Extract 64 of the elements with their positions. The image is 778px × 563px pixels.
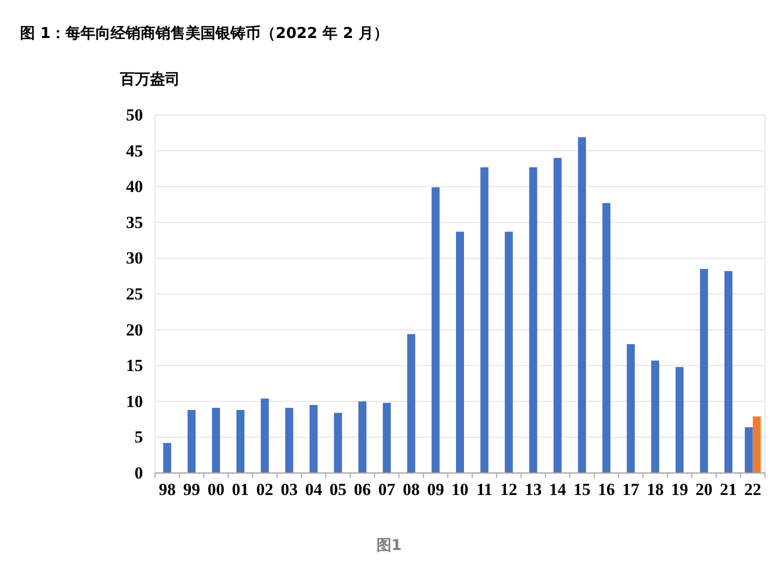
y-tick-label: 5 [134,428,143,447]
x-tick-label: 99 [183,480,200,499]
bar [358,401,366,473]
x-tick-label: 01 [232,480,249,499]
bar [554,158,562,473]
bar [724,271,732,473]
x-tick-label: 98 [158,480,176,499]
y-tick-label: 30 [126,248,143,268]
bar [188,410,196,473]
x-tick-label: 20 [696,480,712,499]
bar [163,442,172,473]
x-tick-label: 12 [500,480,518,499]
bar [676,367,684,473]
bar [212,408,220,473]
y-tick-label: 20 [126,320,143,340]
chart-title: 图 1：每年向经销商销售美国银铸币（2022 年 2 月） [20,24,389,42]
x-tick-label: 21 [720,480,737,499]
y-axis-title: 百万盎司 [119,70,180,88]
x-tick-label: 06 [354,480,371,499]
x-tick-label: 22 [744,480,762,499]
bar [310,404,318,473]
bar [529,167,538,473]
bar [382,402,391,473]
bar [578,137,586,473]
x-tick-label: 17 [622,480,640,499]
y-tick-label: 25 [126,284,143,304]
y-tick-label: 15 [126,356,143,376]
x-tick-label: 00 [208,480,224,499]
x-tick-label: 09 [427,480,444,499]
x-tick-label: 03 [280,480,298,499]
x-tick-label: 11 [476,480,492,499]
bar [700,268,708,473]
x-tick-label: 19 [671,480,688,499]
caption: 图1 [376,536,402,554]
y-tick-label: 45 [126,141,143,160]
bar [260,398,269,473]
bar [626,344,635,473]
bar [504,232,513,473]
x-tick-label: 07 [378,480,396,499]
bar [334,412,342,473]
x-tick-label: 10 [452,480,468,499]
bar [407,334,416,473]
bar [602,203,610,473]
y-tick-label: 40 [126,177,143,196]
y-tick-label: 50 [126,106,143,124]
bar [432,187,440,473]
y-tick-label: 35 [126,212,143,232]
bar [456,232,464,473]
bar [236,410,244,473]
y-tick-label: 10 [126,392,143,411]
x-tick-label: 04 [305,480,323,499]
x-tick-label: 13 [524,480,542,499]
bar [285,408,294,473]
x-tick-label: 05 [330,480,346,499]
bar [480,167,488,473]
x-tick-label: 14 [549,480,567,499]
bar [651,360,660,473]
y-tick-label: 0 [134,464,143,482]
bar [752,416,761,473]
x-tick-label: 08 [402,480,420,499]
x-tick-label: 16 [598,480,615,499]
x-tick-label: 15 [574,480,590,499]
x-tick-label: 18 [646,480,664,499]
x-tick-label: 02 [256,480,274,499]
